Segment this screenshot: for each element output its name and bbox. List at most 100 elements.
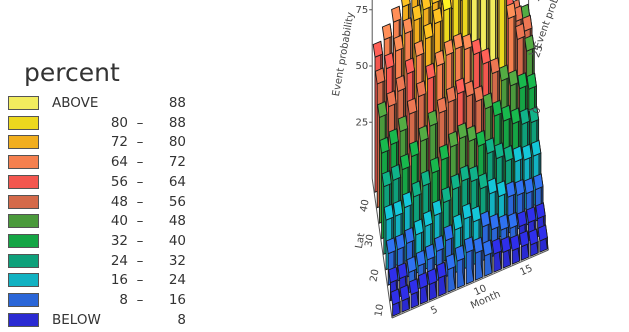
legend-high-value: 48 [168,213,186,230]
bar-top-face [512,145,523,163]
bar-top-face [473,85,484,103]
bar-top-face [509,234,521,252]
bar-top-face [482,239,493,257]
bar-top-face [463,236,475,254]
legend-word: ABOVE [52,95,99,111]
bar-top-face [429,156,441,174]
bar-top-face [381,23,393,41]
legend-item: 32– 40 [8,233,208,250]
bar-top-face [461,202,473,220]
bar-top-face [409,140,420,158]
legend-dash: – [136,173,144,190]
lat-tick-label: 40 [359,199,372,213]
bar-top-face [471,38,482,56]
bar [390,288,401,317]
bar [463,236,475,285]
bar-top-face [385,237,397,255]
bar-top-face [501,104,512,122]
bar-top-face [496,180,507,198]
legend-label: 80– 88 [52,115,186,131]
bar-top-face [436,261,447,279]
back-tick-label: 0 [531,106,544,116]
legend-label: 32– 40 [52,233,186,249]
legend-dash: – [136,292,144,308]
bar-top-face [489,213,500,231]
month-tick-label: 10 [472,283,488,298]
bar-top-face [416,80,427,98]
bar-top-face [417,271,429,290]
bar-top-face [424,243,436,261]
bar-top-face [484,137,496,155]
legend-label: 8– 16 [52,292,186,308]
legend-low-value: 16 [110,272,128,289]
legend-item: BELOW 8 [8,311,208,329]
legend-swatch [8,253,39,268]
bar-top-face [372,40,384,58]
bar-top-face [448,130,459,148]
legend-swatch [8,115,39,130]
bar-top-face [498,64,510,82]
legend-high-value: 32 [168,252,186,269]
legend-label: 48– 56 [52,194,186,210]
legend-label: 16– 24 [52,272,186,288]
legend-label: 72– 80 [52,134,186,150]
legend-swatch [8,312,39,327]
bar-top-face [411,180,422,198]
bar-top-face [413,39,425,58]
bar-top-face [445,85,457,104]
bar [526,206,537,242]
legend-high-value: 88 [168,114,186,131]
bar-top-face [390,288,401,306]
bar-top-face [517,72,528,90]
legend-swatch [8,155,39,170]
bar [509,234,521,265]
legend-swatch [8,214,39,229]
legend-low-value: 72 [110,134,128,151]
legend-panel: percent ABOVE 88 80–88 72–80 64–72 56–64 48–5… [0,0,215,332]
bar-top-face [399,284,410,302]
z-tick-label: 25 [355,117,368,128]
month-tick-label: 15 [518,263,534,278]
bar-top-face [480,47,491,65]
bar-top-face [494,142,505,160]
bar-top-face [374,67,386,85]
legend-dash: – [136,272,144,289]
bar-top-face [475,129,487,148]
legend-item: 48– 56 [8,194,208,211]
bar-top-face [404,226,415,245]
legend-item: 8– 16 [8,292,208,309]
bar-top-face [404,57,416,75]
bar-top-face [392,199,404,217]
bar-top-face [388,128,399,146]
bar-top-face [406,97,418,115]
legend-swatch [8,293,39,307]
bar-top-face [401,0,411,8]
bar-top-face [438,143,450,161]
back-tick-label: 50 [531,0,546,3]
bar-top-face [526,72,537,90]
bar [436,261,447,297]
bar [417,271,429,305]
z-tick-label: 50 [355,61,368,72]
back-tick-mark [528,52,533,55]
bar [408,278,420,309]
bar-top-face [523,177,535,195]
z-axis-title: Event probability [331,11,357,97]
lat-axis-title: Lat [354,232,368,249]
legend-item: 16– 24 [8,272,208,289]
bar-top-face [480,210,491,228]
legend-low-value: 40 [110,213,128,230]
bar-top-face [393,34,404,52]
z-tick-label: 75 [355,5,368,16]
legend-label: 40– 48 [52,213,186,229]
bar-top-face [386,90,397,108]
legend-swatch [8,174,39,189]
bar-top-face [459,164,470,182]
legend-threshold-value: 8 [177,311,186,328]
bar-top-face [468,165,480,183]
bar-top-face [379,136,390,154]
bar-top-face [462,33,473,51]
bar [528,228,539,257]
month-axis-line [391,249,549,319]
bar-top-face [422,209,434,228]
